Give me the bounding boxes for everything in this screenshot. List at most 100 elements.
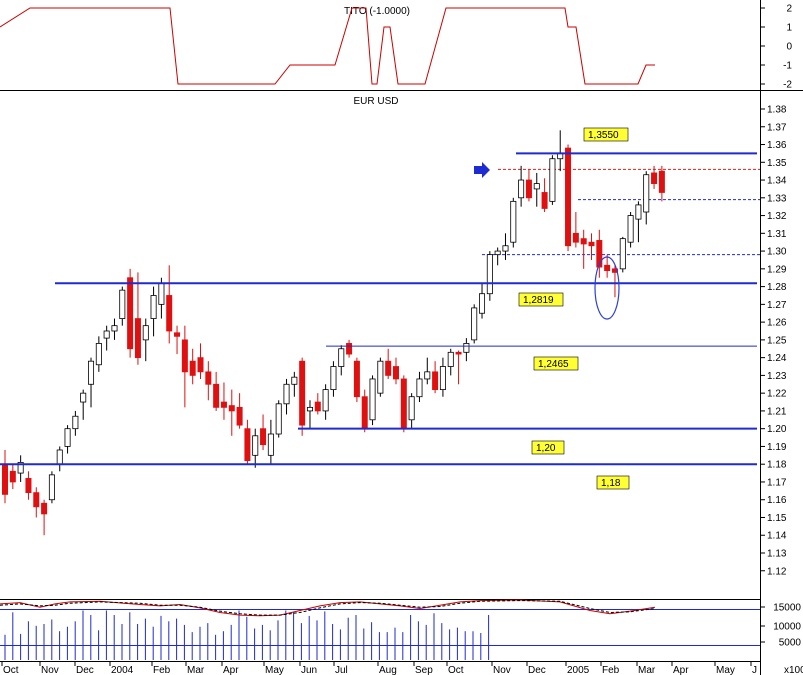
candle-body — [198, 358, 203, 372]
time-tick-label: Oct — [3, 665, 19, 675]
price-tick-label: 1.15 — [767, 513, 787, 524]
time-tick-label: Aug — [379, 665, 397, 675]
oscillator-signal-line — [0, 601, 655, 616]
time-tick-label: May — [265, 665, 284, 675]
candle-body — [354, 361, 359, 397]
candle-body — [49, 475, 54, 500]
tito-tick-label: 0 — [786, 42, 792, 53]
candle-body — [456, 352, 461, 354]
candle-body — [409, 397, 414, 420]
candle-body — [135, 319, 140, 358]
time-tick-label: 2004 — [111, 665, 134, 675]
level-labels: 1,3550 1,2819 1,2465 1,20 1,18 — [519, 128, 629, 489]
candle-body — [128, 278, 133, 349]
time-tick-label: Dec — [528, 665, 546, 675]
volume-scale-label: x100 — [784, 665, 803, 675]
candle-body — [104, 331, 109, 338]
candle-body — [2, 464, 7, 494]
price-tick-label: 1.28 — [767, 282, 787, 293]
time-tick-label: Feb — [153, 665, 171, 675]
price-y-ticks: 1.381.371.361.351.341.331.321.311.301.29… — [760, 105, 787, 578]
price-tick-label: 1.35 — [767, 158, 787, 169]
oscillator-tick-label: 5000 — [779, 638, 802, 649]
candle-body — [581, 239, 586, 244]
price-tick-label: 1.32 — [767, 211, 787, 222]
candle-body — [26, 478, 31, 492]
candle-body — [605, 265, 610, 270]
price-tick-label: 1.33 — [767, 193, 787, 204]
candle-body — [42, 503, 47, 514]
candle-body — [151, 295, 156, 318]
time-tick-label: May — [716, 665, 735, 675]
price-tick-label: 1.23 — [767, 371, 787, 382]
candle-body — [565, 148, 570, 246]
candle-body — [644, 175, 649, 212]
tito-tick-label: 2 — [786, 4, 792, 15]
candle-body — [143, 326, 148, 340]
candle-body — [34, 493, 39, 507]
candle-body — [307, 407, 312, 411]
candle-body — [464, 343, 469, 352]
candle-body — [386, 361, 391, 375]
price-tick-label: 1.17 — [767, 477, 787, 488]
candle-body — [479, 294, 484, 314]
time-tick-label: Mar — [187, 665, 205, 675]
candle-body — [88, 361, 93, 384]
candle-body — [276, 404, 281, 434]
candle-body — [167, 295, 172, 331]
candle-body — [81, 393, 86, 402]
candle-body — [229, 406, 234, 411]
candle-body — [214, 384, 219, 407]
candle-body — [65, 429, 70, 447]
candle-body — [96, 343, 101, 364]
candle-body — [260, 429, 265, 445]
time-tick-label: J — [752, 665, 757, 675]
tito-tick-label: 1 — [786, 23, 792, 34]
candle-body — [393, 367, 398, 379]
candle-body — [237, 407, 242, 425]
candlestick-series — [2, 130, 664, 535]
candle-body — [159, 283, 164, 304]
candle-body — [628, 216, 633, 243]
price-tick-label: 1.38 — [767, 105, 787, 116]
candle-body — [589, 242, 594, 246]
candle-body — [503, 246, 508, 251]
candle-body — [10, 471, 15, 482]
time-tick-label: Nov — [41, 665, 59, 675]
time-tick-label: Jul — [335, 665, 348, 675]
level-label-text: 1,2819 — [523, 295, 554, 306]
volume-bars — [5, 611, 489, 661]
price-tick-label: 1.20 — [767, 424, 787, 435]
candle-body — [339, 349, 344, 367]
tito-tick-label: -1 — [783, 61, 792, 72]
tito-indicator-line — [0, 8, 655, 84]
price-tick-label: 1.31 — [767, 229, 787, 240]
time-tick-label: Apr — [673, 665, 689, 675]
price-tick-label: 1.22 — [767, 389, 787, 400]
candle-body — [487, 255, 492, 294]
candle-body — [550, 159, 555, 202]
candle-body — [620, 239, 625, 269]
time-tick-label: Jun — [301, 665, 317, 675]
candle-body — [448, 352, 453, 366]
price-tick-label: 1.18 — [767, 460, 787, 471]
candle-body — [346, 343, 351, 354]
candle-body — [315, 402, 320, 411]
candle-body — [300, 361, 305, 425]
oscillator-panel: 15000100005000 x100 — [0, 600, 803, 675]
candle-body — [182, 340, 187, 372]
time-axis-labels: Oct Nov Dec 2004 Feb Mar Apr May Jun Jul Aug Sep Oct… — [2, 661, 757, 675]
time-tick-label: Dec — [76, 665, 94, 675]
price-tick-label: 1.19 — [767, 442, 787, 453]
price-tick-label: 1.29 — [767, 264, 787, 275]
price-tick-label: 1.14 — [767, 531, 787, 542]
price-tick-label: 1.13 — [767, 549, 787, 560]
candle-body — [651, 173, 656, 184]
candle-body — [542, 192, 547, 208]
price-tick-label: 1.24 — [767, 353, 787, 364]
level-label-text: 1,18 — [601, 478, 621, 489]
tito-tick-label: -2 — [783, 80, 792, 91]
price-tick-label: 1.27 — [767, 300, 787, 311]
candle-body — [636, 205, 641, 219]
